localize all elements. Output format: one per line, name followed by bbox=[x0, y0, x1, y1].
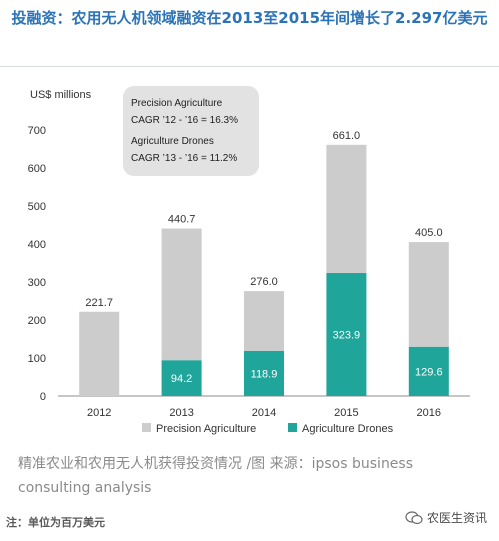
drone-value-label: 323.9 bbox=[333, 329, 361, 341]
total-value-label: 440.7 bbox=[168, 214, 196, 226]
annotation-line-4: CAGR ’13 - ’16 = 11.2% bbox=[131, 153, 237, 164]
unit-note: 注：单位为百万美元 bbox=[6, 516, 105, 529]
bar-segment-precision-agriculture bbox=[326, 144, 367, 273]
legend-label-precision-agriculture: Precision Agriculture bbox=[156, 423, 256, 435]
y-axis-unit-label: US$ millions bbox=[30, 89, 92, 101]
annotation-line-3: Agriculture Drones bbox=[131, 136, 214, 147]
page-title: 投融资：农用无人机领域融资在2013至2015年间增长了2.297亿美元 bbox=[11, 9, 488, 27]
x-tick-label: 2015 bbox=[334, 407, 358, 419]
bar-segment-agriculture-drones bbox=[244, 350, 284, 396]
x-tick-label: 2016 bbox=[417, 407, 441, 419]
annotation-line-2: CAGR ’12 - ’16 = 16.3% bbox=[131, 115, 238, 126]
watermark-label: 农医生资讯 bbox=[426, 511, 487, 525]
bar-segment-precision-agriculture bbox=[408, 242, 449, 347]
cagr-annotation: Precision Agriculture CAGR ’12 - ’16 = 1… bbox=[123, 86, 259, 176]
y-tick-label: 500 bbox=[28, 201, 46, 213]
total-value-label: 276.0 bbox=[250, 276, 278, 288]
y-tick-label: 0 bbox=[40, 391, 46, 403]
divider bbox=[0, 66, 499, 67]
y-tick-label: 300 bbox=[28, 277, 46, 289]
annotation-line-1: Precision Agriculture bbox=[131, 98, 223, 109]
total-value-label: 405.0 bbox=[415, 227, 443, 239]
legend-swatch-agriculture-drones bbox=[288, 423, 297, 432]
legend-swatch-precision-agriculture bbox=[142, 423, 151, 432]
drone-value-label: 129.6 bbox=[415, 366, 443, 378]
bar-segment-precision-agriculture bbox=[79, 311, 120, 396]
bar-segment-agriculture-drones bbox=[326, 272, 367, 396]
drone-value-label: 118.9 bbox=[251, 368, 278, 380]
stacked-bar-chart: US$ millions 0 100 200 300 400 500 600 700 2012 2… bbox=[28, 86, 470, 435]
source-caption: 精准农业和农用无人机获得投资情况 /图 来源：ipsos business co… bbox=[18, 456, 414, 496]
legend-label-agriculture-drones: Agriculture Drones bbox=[302, 423, 394, 435]
y-tick-label: 100 bbox=[28, 353, 46, 365]
x-tick-label: 2013 bbox=[169, 407, 193, 419]
bar-segment-precision-agriculture bbox=[161, 228, 202, 361]
bar-segment-agriculture-drones bbox=[408, 346, 449, 396]
chart-panel: US$ millions 0 100 200 300 400 500 600 700 2012 2… bbox=[0, 70, 499, 444]
legend: Precision Agriculture Agriculture Drones bbox=[142, 423, 394, 435]
watermark: 农医生资讯 bbox=[405, 509, 487, 526]
y-tick-label: 200 bbox=[28, 315, 46, 327]
bar-segment-precision-agriculture bbox=[244, 291, 284, 351]
y-tick-label: 400 bbox=[28, 239, 46, 251]
annotation-box bbox=[123, 86, 259, 176]
x-tick-label: 2014 bbox=[252, 407, 276, 419]
bar-segment-agriculture-drones bbox=[161, 360, 202, 396]
drone-value-label: 94.2 bbox=[171, 373, 192, 385]
wechat-icon bbox=[405, 510, 423, 524]
y-tick-label: 700 bbox=[28, 125, 46, 137]
total-value-label: 661.0 bbox=[333, 130, 361, 142]
y-tick-label: 600 bbox=[28, 163, 46, 175]
total-value-label: 221.7 bbox=[85, 297, 113, 309]
x-tick-label: 2012 bbox=[87, 407, 111, 419]
